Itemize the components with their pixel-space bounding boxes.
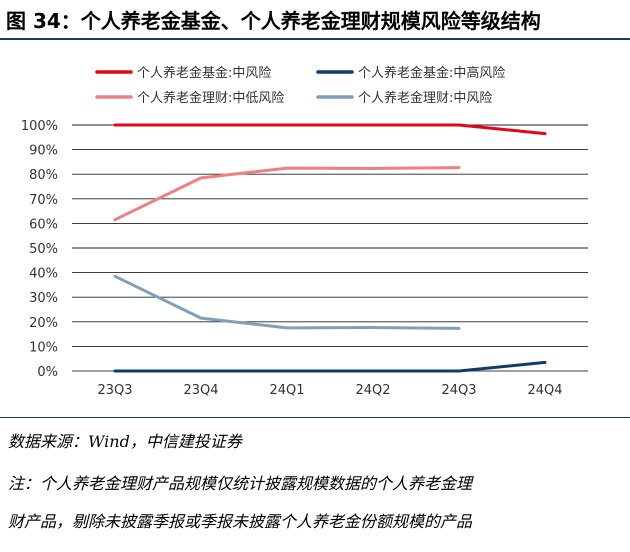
x-tick-label: 24Q3 [441,383,476,398]
legend-label: 个人养老金理财:中低风险 [137,90,284,106]
y-tick-label: 20% [29,316,58,331]
legend-label: 个人养老金理财:中风险 [358,90,492,106]
y-tick-label: 70% [29,193,58,208]
x-tick-label: 23Q4 [183,383,218,398]
series-line-4 [113,274,461,330]
x-tick-label: 24Q4 [527,383,562,398]
figure-title: 图 34：个人养老金基金、个人养老金理财规模风险等级结构 [6,9,541,33]
y-tick-label: 100% [21,119,58,134]
x-tick-label: 24Q2 [355,383,390,398]
y-tick-label: 30% [29,291,58,306]
y-tick-label: 0% [37,365,58,380]
y-tick-label: 90% [29,144,58,159]
series-line-2 [113,360,547,373]
legend-label: 个人养老金基金:中高风险 [358,65,505,81]
y-tick-label: 40% [29,267,58,282]
x-tick-label: 23Q3 [97,383,132,398]
y-tick-label: 60% [29,217,58,232]
footer-rule [0,417,630,418]
footnote-line-1: 注：个人养老金理财产品规模仅统计披露规模数据的个人养老金理 [8,474,473,493]
title-rule [0,38,630,40]
y-tick-label: 50% [29,242,58,257]
line-chart: 0% 10% 20% 30% 40% 50% 60% 70% 80% 90% 100% 23Q3 23Q… [21,65,588,398]
y-tick-label: 10% [29,340,58,355]
series-line-3 [113,166,461,222]
series-line-1 [113,123,547,136]
y-tick-label: 80% [29,168,58,183]
x-tick-label: 24Q1 [269,383,304,398]
footnote-line-2: 财产品，剔除未披露季报或季报未披露个人养老金份额规模的产品 [8,512,473,531]
source-note: 数据来源：Wind，中信建投证券 [8,432,242,451]
legend-label: 个人养老金基金:中风险 [137,65,271,81]
